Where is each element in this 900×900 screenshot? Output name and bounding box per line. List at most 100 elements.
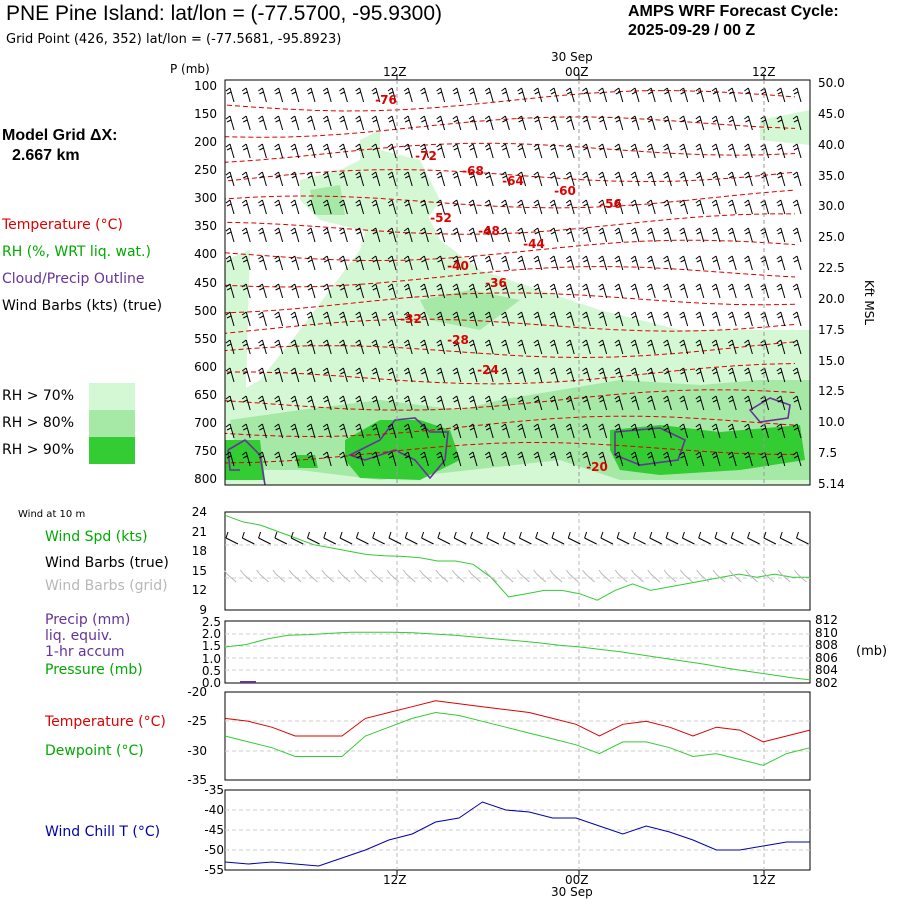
wind-barb [582,395,591,411]
wind-barb [646,87,656,103]
wind-barb [452,367,462,383]
wind-barb [565,395,575,411]
sfc-barb-true [518,531,532,545]
wind-barb [225,395,235,411]
wind-barb [501,87,510,103]
wind-barb [339,339,348,355]
wind-barb [582,311,591,327]
wind-barb [258,283,267,299]
wind-barb [387,115,397,131]
wind-barb [630,199,640,215]
sfc-barb-true [714,531,728,545]
wind-barb [484,339,494,355]
wind-barb [744,311,753,327]
sfc-barb-grid [353,569,367,583]
wind-barb [225,171,235,187]
wind-barb [598,451,608,467]
wind-barb [727,339,737,355]
wind-barb [420,451,429,467]
pressure-line [224,631,811,681]
wind-barb [663,115,672,131]
wind-barb [549,171,559,187]
wind-barb [371,367,381,383]
wind-barb [371,395,381,411]
wind-barb [339,423,348,439]
wind-barb [598,395,608,411]
kft-axis-tick: 5.14 [818,477,845,491]
precip-axis-tick: 0.5 [201,663,221,678]
wind-barb [727,311,737,327]
sfc-barb-grid [288,569,302,583]
wind-barb [776,143,786,159]
wind-barb [225,283,235,299]
wind-barb [533,115,543,131]
wind-barb [744,367,753,383]
wind-barb [322,451,332,467]
wind-barb [744,339,753,355]
sfc-barb-true [372,531,385,545]
wind-barb [484,423,494,439]
pressure-axis-tick: 650 [194,387,217,402]
wind-barb [776,423,786,439]
wind-barb [339,171,348,187]
wind-barb [598,143,608,159]
wind-barb [306,395,316,411]
wind-barb [225,255,235,271]
wind-barb [355,311,365,327]
wind-barb [501,451,510,467]
wind-barb [306,367,316,383]
wind-barb [695,283,705,299]
wind-barb [306,227,316,243]
wind-barb [533,255,543,271]
wind-barb [695,339,705,355]
wind-barb [776,199,786,215]
wind-barb [549,283,559,299]
wind-barb [468,171,478,187]
wind-barb [727,451,737,467]
wind-barb [436,283,446,299]
wind-barb [776,339,786,355]
wind-barb [371,311,381,327]
wind-barb [744,255,753,271]
legend-temp-sfc: Temperature (°C) [45,714,166,730]
wind-barb [241,283,251,299]
wind-barb [452,451,462,467]
wind-barb [484,199,494,215]
wind-barb [517,227,527,243]
sfc-barb-grid [549,569,563,583]
wind-barb [614,423,624,439]
pressure-axis-tick: 550 [194,331,217,346]
wind-barb [322,283,332,299]
wind-barb [225,143,235,159]
wind-barb [436,199,446,215]
wind-barb [549,255,559,271]
legend-temperature: Temperature (°C) [2,217,123,233]
wind-barb [663,283,672,299]
sfc-barb-true [616,531,630,545]
wind-barb [517,115,527,131]
wind-barb [711,199,721,215]
legend-rh80-label: RH > 80% [2,415,75,431]
wind-barb [792,339,802,355]
wind-barb [403,115,413,131]
sfc-barb-true [388,531,402,545]
wind-barb [241,143,251,159]
wind-barb [549,87,559,103]
dewpoint-line [224,711,811,766]
wind-barb [452,143,462,159]
wind-barb [258,143,267,159]
wind-barb [663,227,672,243]
wind-barb [776,255,786,271]
wind-barb [711,227,721,243]
wind-barb [452,255,462,271]
wind-barb [258,311,267,327]
grid-point-label: Grid Point (426, 352) lat/lon = (-77.568… [6,32,342,47]
wind-barb [630,451,640,467]
sfc-barb-true [600,531,614,545]
temp-contour-label: -40 [447,259,469,273]
temp-contour-label: -72 [415,149,437,163]
wind-barb [582,115,591,131]
wind-barb [501,115,510,131]
legend-rh: RH (%, WRT liq. wat.) [2,244,151,260]
